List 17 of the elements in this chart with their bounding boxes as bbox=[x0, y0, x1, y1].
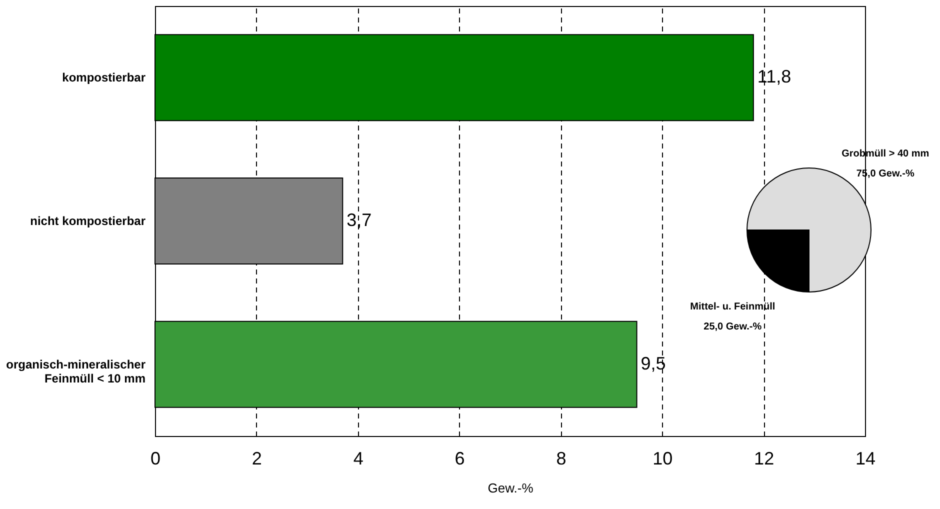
data-label: 25,0 Gew.-% bbox=[704, 321, 762, 332]
x-tick-label: 6 bbox=[454, 448, 465, 468]
slice-label: Mittel- u. Feinmüll bbox=[690, 301, 776, 312]
x-tick-label: 10 bbox=[652, 448, 673, 468]
data-label: 9,5 bbox=[640, 353, 666, 374]
data-label: 3,7 bbox=[346, 210, 372, 230]
x-tick-label: 12 bbox=[754, 448, 774, 468]
x-tick-label: 4 bbox=[353, 448, 364, 468]
x-tick-label: 2 bbox=[252, 448, 262, 468]
x-tick-label: 0 bbox=[150, 448, 161, 468]
x-tick-label: 8 bbox=[556, 448, 566, 468]
data-label: 11,8 bbox=[757, 66, 792, 87]
y-tick-label: kompostierbar bbox=[62, 70, 146, 85]
x-tick-label: 14 bbox=[855, 448, 876, 468]
y-tick-label: nicht kompostierbar bbox=[30, 214, 146, 228]
y-tick-label: organisch-mineralischer Feinmüll < 10 mm bbox=[6, 357, 146, 386]
x-axis-title: Gew.-% bbox=[488, 480, 534, 496]
